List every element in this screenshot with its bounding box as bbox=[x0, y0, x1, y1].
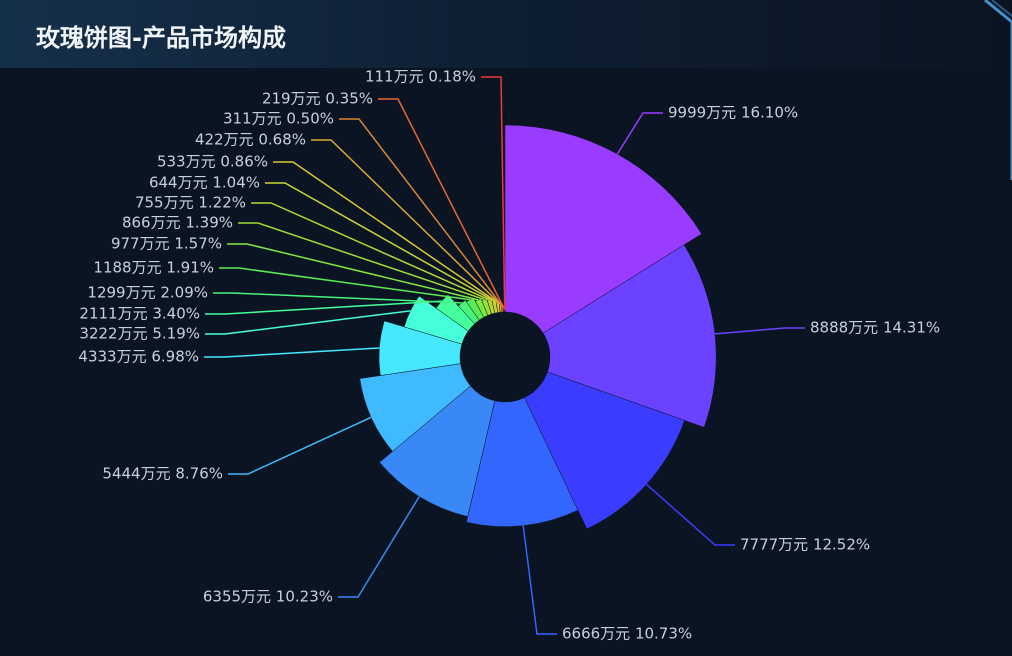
rose-slice bbox=[524, 371, 685, 530]
leader-line bbox=[204, 347, 380, 358]
data-label: 6355万元 10.23% bbox=[203, 588, 333, 606]
data-label: 111万元 0.18% bbox=[365, 68, 476, 86]
leader-line bbox=[338, 496, 420, 598]
data-label: 977万元 1.57% bbox=[111, 235, 222, 253]
data-label: 1188万元 1.91% bbox=[93, 259, 214, 277]
rose-slice bbox=[466, 397, 579, 527]
data-label: 1299万元 2.09% bbox=[87, 284, 208, 302]
data-label: 9999万元 16.10% bbox=[668, 104, 798, 122]
data-label: 8888万元 14.31% bbox=[810, 319, 940, 337]
data-label: 644万元 1.04% bbox=[149, 174, 260, 192]
data-label: 533万元 0.86% bbox=[157, 153, 268, 171]
rose-slice bbox=[378, 320, 463, 376]
rose-slice bbox=[504, 124, 702, 334]
leader-line bbox=[238, 222, 485, 301]
data-label: 755万元 1.22% bbox=[135, 194, 246, 212]
leader-line bbox=[522, 525, 557, 635]
data-label: 4333万元 6.98% bbox=[78, 348, 199, 366]
leader-line bbox=[481, 76, 506, 310]
data-label: 3222万元 5.19% bbox=[79, 325, 200, 343]
rose-slice bbox=[379, 385, 496, 517]
leader-line bbox=[646, 483, 735, 546]
leader-line bbox=[228, 416, 372, 475]
leader-line bbox=[227, 243, 479, 301]
leader-line bbox=[251, 202, 490, 301]
leader-line bbox=[213, 292, 462, 304]
leader-line bbox=[714, 327, 805, 335]
leader-line bbox=[616, 112, 663, 155]
data-label: 311万元 0.50% bbox=[223, 110, 334, 128]
data-label: 422万元 0.68% bbox=[195, 131, 306, 149]
header-band bbox=[0, 0, 1012, 68]
chart-title: 玫瑰饼图-产品市场构成 bbox=[36, 24, 286, 52]
corner-decoration bbox=[991, 0, 1012, 17]
rose-slice bbox=[435, 294, 475, 332]
rose-slice bbox=[403, 295, 469, 345]
rose-slice bbox=[542, 244, 717, 428]
data-label: 866万元 1.39% bbox=[122, 214, 233, 232]
rose-slice bbox=[466, 297, 485, 321]
leader-line bbox=[311, 139, 501, 305]
leader-line bbox=[265, 182, 495, 302]
leader-line bbox=[219, 267, 471, 301]
leader-line bbox=[273, 161, 499, 304]
data-label: 7777万元 12.52% bbox=[740, 536, 870, 554]
data-label: 5444万元 8.76% bbox=[102, 465, 223, 483]
data-label: 2111万元 3.40% bbox=[79, 305, 200, 323]
corner-decoration bbox=[984, 0, 1012, 180]
rose-slice bbox=[504, 309, 506, 313]
data-label: 6666万元 10.73% bbox=[562, 625, 692, 643]
data-label: 219万元 0.35% bbox=[262, 90, 373, 108]
leader-line bbox=[205, 300, 442, 315]
rose-slice bbox=[457, 299, 480, 325]
rose-slice bbox=[359, 363, 471, 452]
leader-line bbox=[378, 98, 505, 309]
leader-line bbox=[205, 310, 411, 335]
leader-line bbox=[339, 118, 504, 307]
